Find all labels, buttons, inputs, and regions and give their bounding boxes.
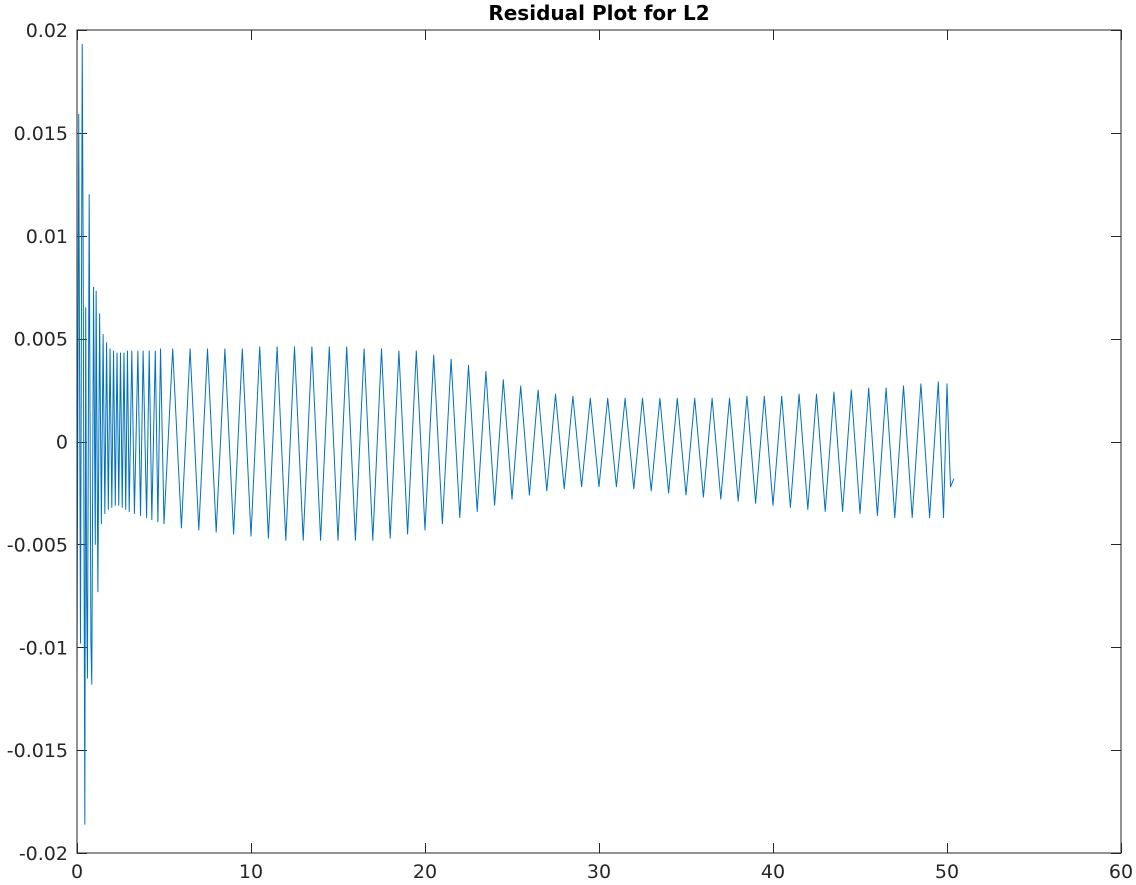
- x-tick-label: 10: [239, 861, 263, 883]
- axes-box: [76, 29, 1122, 854]
- x-tick-label: 30: [587, 861, 611, 883]
- y-tick-label: -0.01: [19, 637, 68, 659]
- y-tick-label: -0.015: [7, 740, 68, 762]
- x-tick-label: 20: [413, 861, 437, 883]
- y-tick-label: 0.015: [14, 123, 68, 145]
- x-tick-label: 0: [71, 861, 83, 883]
- plot-area: [77, 30, 1121, 853]
- y-tick-label: 0.02: [26, 20, 68, 42]
- y-tick-label: -0.02: [19, 843, 68, 865]
- x-tick-label: 40: [761, 861, 785, 883]
- y-tick-label: 0: [56, 432, 68, 454]
- y-tick-label: 0.005: [14, 329, 68, 351]
- chart-title: Residual Plot for L2: [488, 1, 709, 25]
- residual-series-line: [76, 43, 955, 825]
- x-tick-label: 50: [935, 861, 959, 883]
- tick-labels: 0 10 20 30 40 50 60 -0.02 -0.015 -0.01 -0.005 0 0.00…: [7, 20, 1133, 883]
- y-tick-label: -0.005: [7, 534, 68, 556]
- y-tick-label: 0.01: [26, 226, 68, 248]
- x-tick-label: 60: [1109, 861, 1133, 883]
